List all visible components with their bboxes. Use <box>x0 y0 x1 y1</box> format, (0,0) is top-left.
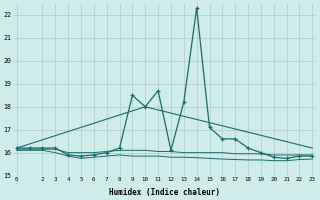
X-axis label: Humidex (Indice chaleur): Humidex (Indice chaleur) <box>109 188 220 197</box>
